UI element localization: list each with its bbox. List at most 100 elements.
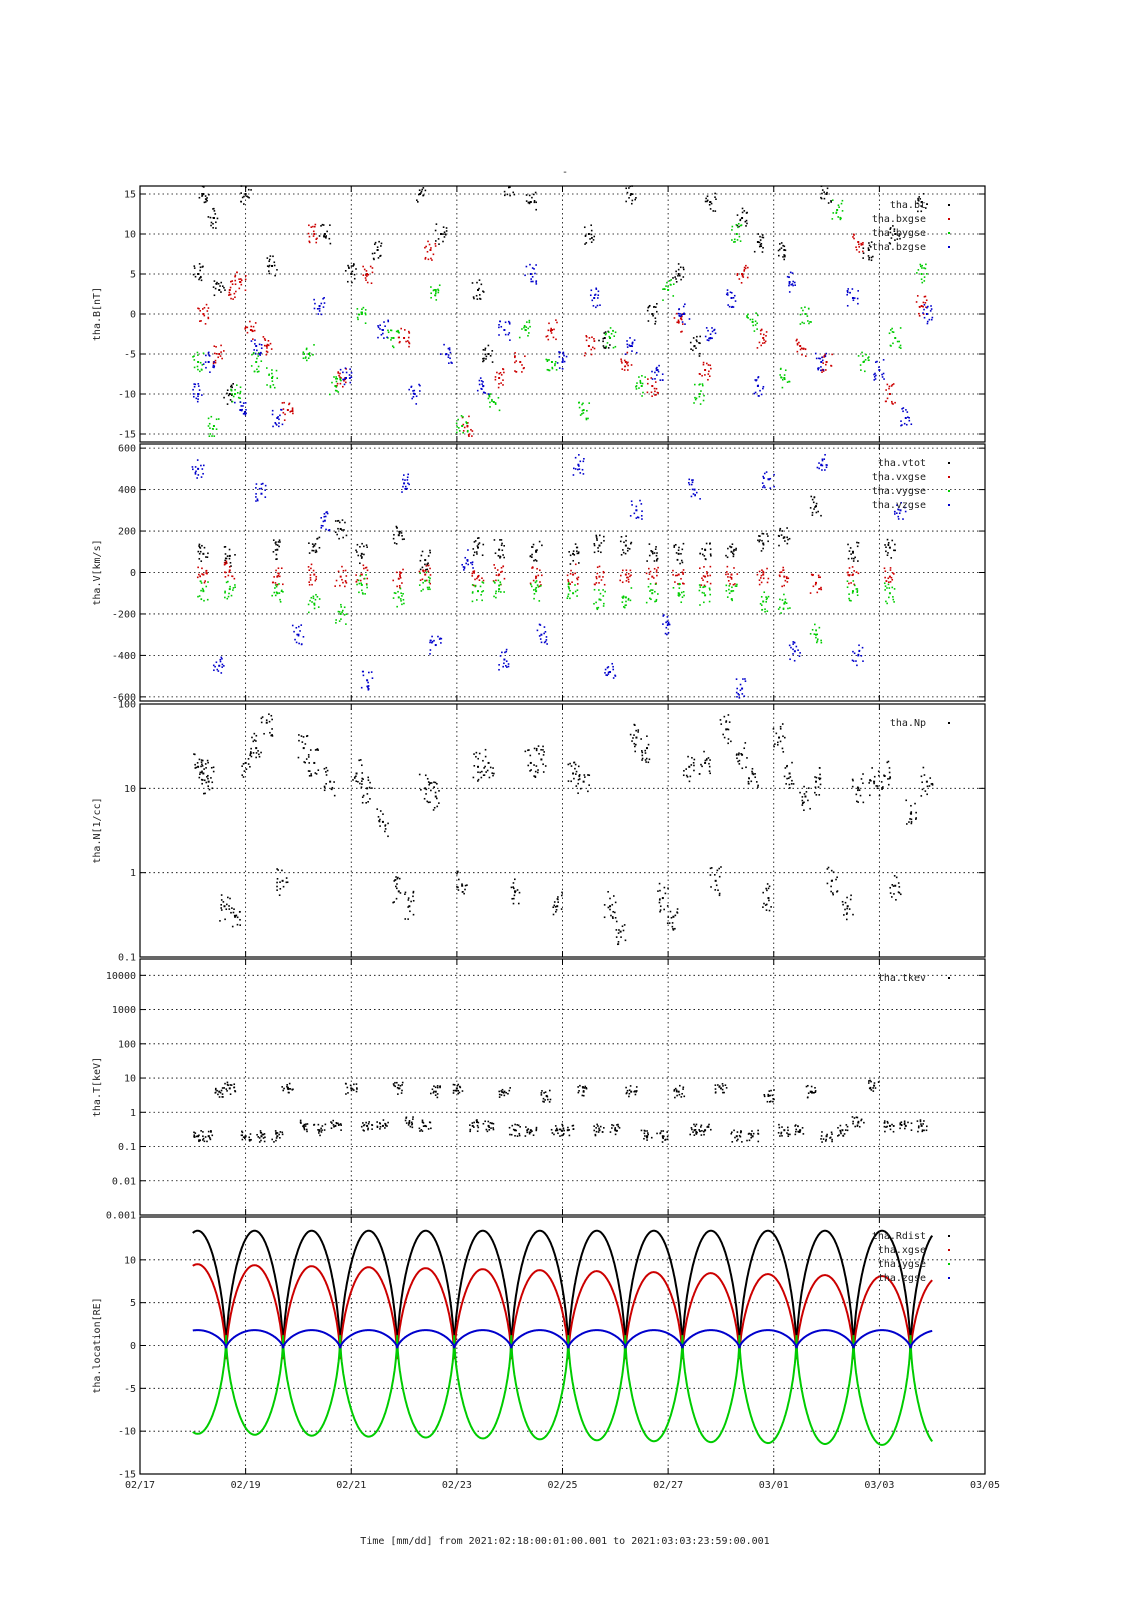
data-point: [309, 354, 311, 357]
data-point: [633, 734, 635, 736]
data-point: [440, 233, 443, 235]
data-point: [873, 1082, 876, 1084]
data-point: [476, 1121, 478, 1123]
data-point: [651, 592, 654, 595]
data-point: [484, 755, 487, 758]
data-point: [744, 267, 747, 270]
data-point: [596, 566, 599, 569]
data-point: [701, 374, 703, 377]
data-point: [867, 247, 870, 249]
data-point: [403, 337, 406, 339]
data-point: [362, 274, 365, 276]
data-point: [885, 580, 888, 582]
data-point: [510, 1133, 513, 1136]
data-point: [241, 408, 243, 411]
data-point: [403, 602, 405, 605]
data-point: [501, 542, 503, 545]
data-point: [258, 753, 260, 756]
data-point: [313, 604, 316, 606]
data-point: [666, 620, 669, 623]
data-point: [249, 320, 251, 323]
data-point: [371, 1124, 373, 1126]
data-point: [784, 598, 787, 601]
data-point: [682, 573, 684, 575]
data-point: [888, 587, 891, 589]
data-point: [311, 549, 314, 552]
data-point: [471, 430, 474, 432]
data-point: [203, 201, 206, 204]
data-point: [433, 1085, 435, 1087]
data-point: [870, 246, 872, 248]
data-point: [226, 403, 229, 405]
data-point: [543, 632, 545, 635]
figure-title: -: [562, 167, 568, 178]
data-point: [729, 583, 731, 585]
data-point: [229, 399, 232, 401]
data-point: [231, 575, 234, 578]
data-point: [207, 425, 210, 427]
data-point: [795, 645, 798, 648]
data-point: [282, 411, 285, 414]
data-point: [694, 1125, 697, 1127]
data-point: [579, 472, 582, 474]
data-point: [577, 1086, 579, 1088]
data-point: [692, 1131, 694, 1133]
data-point: [714, 1088, 717, 1090]
data-point: [469, 1130, 471, 1133]
data-point: [904, 1124, 907, 1127]
data-point: [419, 559, 422, 562]
data-point: [707, 329, 709, 332]
data-point: [218, 353, 221, 355]
data-point: [482, 579, 485, 582]
data-point: [654, 583, 657, 586]
data-point: [648, 758, 651, 761]
data-point: [658, 364, 660, 367]
data-point: [870, 241, 873, 243]
data-point: [870, 256, 873, 259]
data-point: [193, 265, 196, 267]
data-point: [198, 558, 201, 560]
panels: -15-10-5051015tha.B[nT]tha.bttha.bxgseth…: [92, 185, 1000, 1491]
data-point: [499, 371, 502, 374]
data-point: [818, 367, 820, 369]
data-point: [584, 243, 586, 245]
data-point: [518, 1132, 521, 1135]
data-point: [304, 1125, 307, 1127]
data-point: [198, 263, 201, 265]
x-tick-label: 03/03: [864, 1480, 894, 1491]
data-point: [202, 193, 205, 195]
data-point: [334, 385, 337, 387]
data-point: [524, 274, 526, 277]
data-point: [567, 1126, 569, 1129]
data-point: [303, 1128, 306, 1131]
data-point: [892, 403, 894, 405]
data-point: [922, 193, 925, 195]
data-point: [345, 582, 348, 584]
data-point: [247, 188, 250, 191]
data-point: [905, 823, 908, 825]
data-point: [554, 1125, 557, 1127]
data-point: [433, 806, 436, 809]
data-point: [365, 584, 368, 586]
data-point: [252, 325, 255, 328]
data-point: [572, 474, 575, 476]
data-point: [730, 740, 732, 743]
data-point: [633, 339, 636, 341]
data-point: [829, 1136, 832, 1139]
data-point: [737, 1138, 739, 1141]
data-point: [199, 266, 202, 269]
data-point: [397, 330, 400, 333]
data-point: [621, 581, 624, 584]
data-point: [447, 354, 450, 356]
data-point: [824, 469, 826, 471]
data-point: [614, 331, 617, 334]
data-point: [508, 321, 511, 324]
data-point: [461, 425, 464, 427]
data-point: [489, 401, 491, 404]
data-point: [230, 297, 232, 300]
data-point: [791, 761, 793, 764]
data-point: [801, 799, 804, 802]
data-point: [641, 518, 643, 520]
data-point: [814, 1086, 816, 1089]
data-point: [850, 553, 852, 555]
